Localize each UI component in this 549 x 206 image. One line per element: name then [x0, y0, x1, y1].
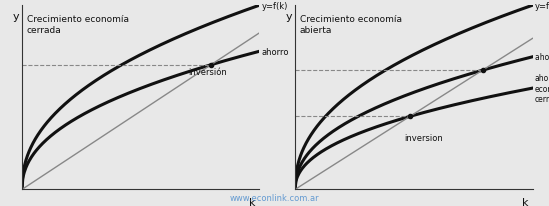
Text: Crecimiento economía
abierta: Crecimiento economía abierta	[300, 15, 402, 35]
Text: y: y	[13, 12, 20, 22]
Text: y: y	[286, 12, 293, 22]
Text: k: k	[249, 197, 256, 206]
Text: www.econlink.com.ar: www.econlink.com.ar	[229, 193, 320, 202]
Text: inversión: inversión	[188, 67, 227, 76]
Text: Crecimiento economía
cerrada: Crecimiento economía cerrada	[27, 15, 128, 35]
Text: y=f(k): y=f(k)	[262, 2, 288, 11]
Text: inversion: inversion	[404, 133, 443, 142]
Text: ahorro
economía
cerrada: ahorro economía cerrada	[535, 74, 549, 103]
Text: ahorro economía abierta: ahorro economía abierta	[535, 53, 549, 62]
Text: y=f(k): y=f(k)	[535, 2, 549, 11]
Text: k: k	[522, 197, 529, 206]
Text: ahorro: ahorro	[262, 48, 289, 56]
